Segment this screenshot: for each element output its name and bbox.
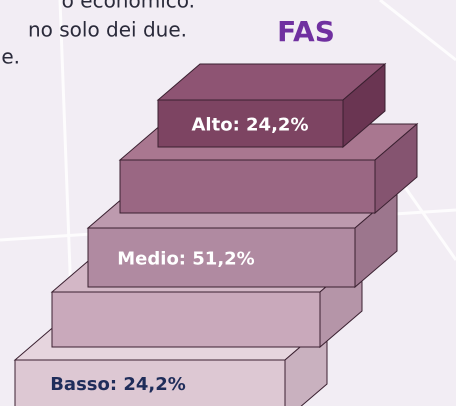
step-front bbox=[87, 227, 356, 288]
step-label: Medio: 51,2% bbox=[117, 249, 254, 270]
step-front bbox=[51, 291, 321, 348]
step-label: Alto: 24,2% bbox=[192, 115, 309, 136]
step-front bbox=[157, 99, 344, 148]
intro-line: no solo dei due. bbox=[28, 18, 187, 42]
intro-line: o economico. bbox=[62, 0, 195, 13]
intro-line: e. bbox=[1, 45, 20, 69]
step-front bbox=[14, 359, 286, 406]
title: FAS bbox=[277, 15, 335, 48]
step-front bbox=[119, 159, 376, 214]
step-label: Basso: 24,2% bbox=[50, 374, 186, 395]
staircase: Basso: 24,2% Medio: 51,2% Alto: 24,2% bbox=[13, 62, 419, 406]
